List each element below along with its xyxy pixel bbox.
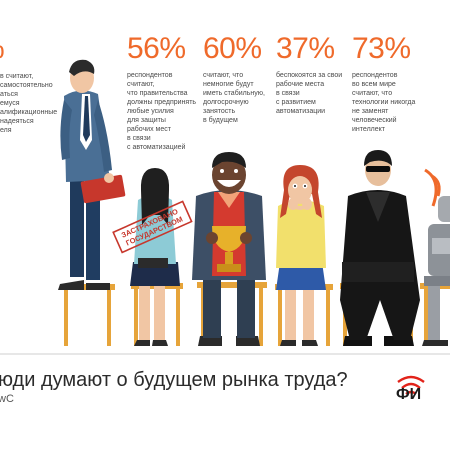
man-with-trophy bbox=[192, 152, 266, 346]
stat-description: респондентов считают, что правительства … bbox=[127, 72, 197, 151]
stat-description: беспокоятся за свои рабочие места в связ… bbox=[276, 72, 343, 115]
footer-divider bbox=[0, 353, 450, 355]
woman-with-stamp: ЗАСТРАХОВАНО ГОСУДАРСТВОМ bbox=[112, 168, 193, 346]
stat-government-protection: 56% респондентов считают, что правительс… bbox=[127, 32, 217, 152]
logo-text: ФИ bbox=[396, 386, 422, 403]
stat-description: в считают, самостоятельно аться емуся ал… bbox=[0, 73, 58, 134]
business-man bbox=[58, 59, 126, 290]
stat-description: считают, что немногие будут иметь стабил… bbox=[203, 72, 265, 124]
source-label: wC bbox=[0, 393, 14, 405]
chair bbox=[60, 284, 115, 346]
headline-question: юди думают о будущем рынка труда? bbox=[0, 369, 348, 391]
stat-percent: 60% bbox=[203, 32, 262, 65]
stat-automation-worry: 37% беспокоятся за свои рабочие места в … bbox=[276, 32, 366, 116]
stat-human-intellect: 73% респондентов во всем мире считают, ч… bbox=[352, 32, 442, 134]
man-in-black-coat bbox=[340, 150, 420, 346]
stat-self-training: % в считают, самостоятельно аться емуся … bbox=[0, 32, 70, 135]
stat-stable-employment: 60% считают, что немногие будут иметь ст… bbox=[203, 32, 293, 125]
stat-percent: 37% bbox=[276, 32, 335, 65]
stat-percent: 56% bbox=[127, 32, 186, 65]
stat-percent: 73% bbox=[352, 32, 411, 65]
stat-percent: % bbox=[0, 32, 70, 66]
stat-description: респондентов во всем мире считают, что т… bbox=[352, 72, 416, 133]
scared-woman bbox=[276, 165, 326, 346]
logo-icon bbox=[397, 375, 425, 395]
robot bbox=[422, 168, 450, 346]
